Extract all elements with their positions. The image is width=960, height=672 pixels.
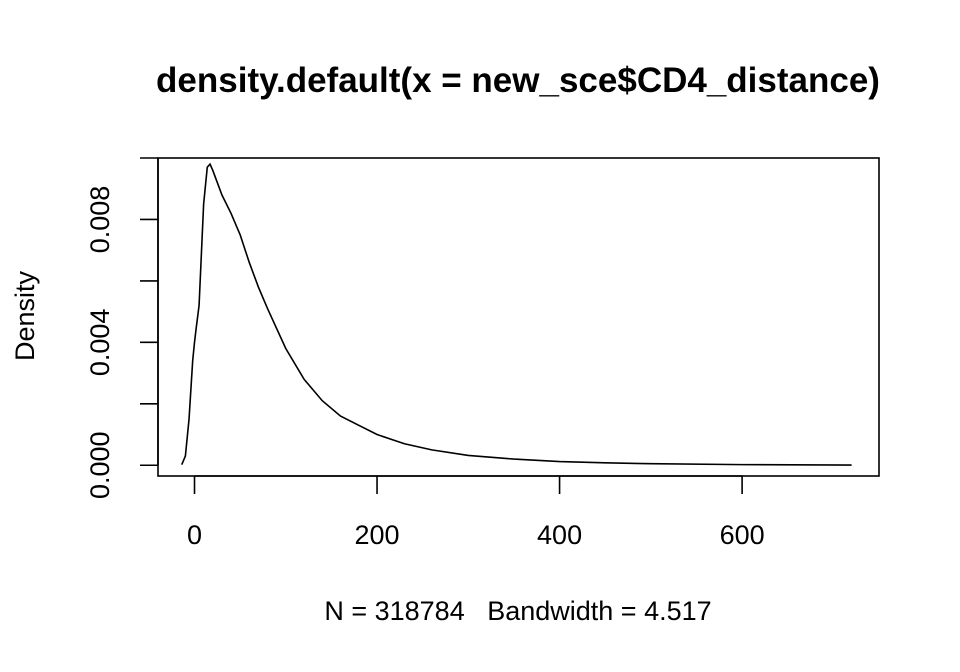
density-line [180, 162, 852, 466]
x-axis-label: N = 318784 Bandwidth = 4.517 [324, 596, 711, 626]
y-tick-label: 0.004 [85, 309, 115, 377]
x-axis: 0 200 400 600 [187, 475, 765, 550]
y-tick-label: 0.000 [85, 431, 115, 499]
x-tick-label: 0 [187, 520, 202, 550]
x-tick-label: 200 [355, 520, 400, 550]
chart-title: density.default(x = new_sce$CD4_distance… [156, 61, 880, 100]
x-tick-label: 400 [537, 520, 582, 550]
y-axis: 0.000 0.004 0.008 [85, 157, 159, 499]
y-tick-label: 0.008 [85, 186, 115, 254]
y-axis-label: Density [10, 270, 40, 361]
x-tick-label: 600 [720, 520, 765, 550]
plot-frame [157, 157, 880, 477]
